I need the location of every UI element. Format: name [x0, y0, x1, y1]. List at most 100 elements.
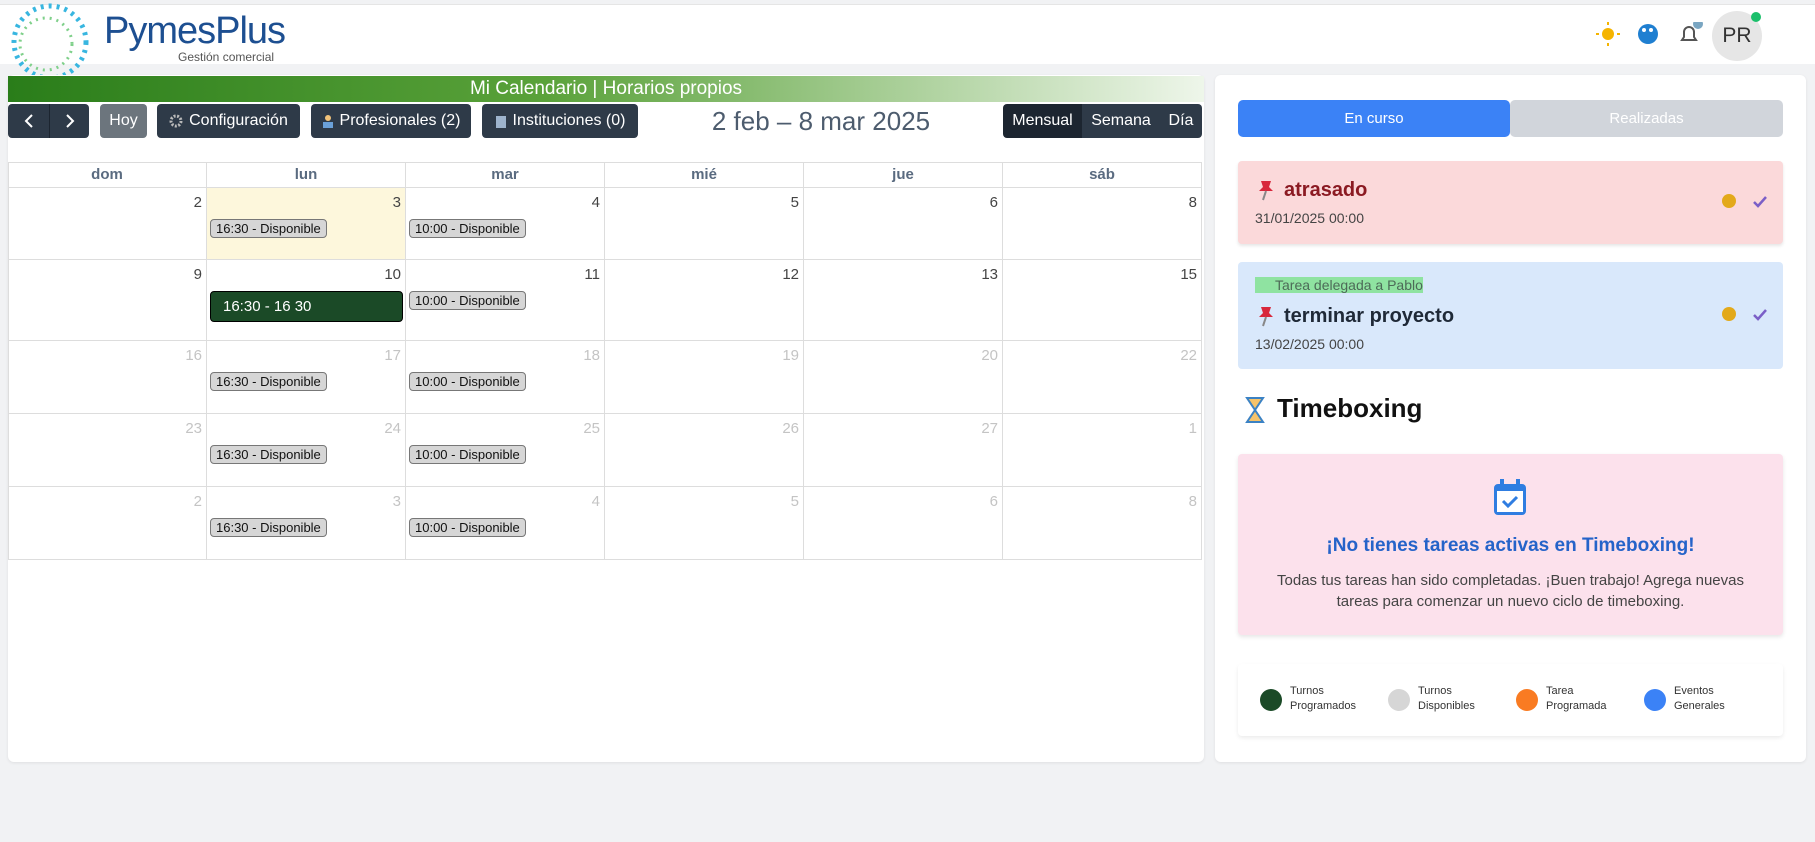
legend-label: Turnos Programados [1290, 685, 1357, 712]
day-number: 15 [1180, 266, 1197, 283]
day-cell: 12 [605, 260, 804, 341]
event[interactable]: 16:30 - Disponible [210, 518, 327, 537]
day-number: 24 [384, 420, 401, 437]
institutions-button[interactable]: Instituciones (0) [482, 104, 638, 138]
day-cell: 9 [8, 260, 207, 341]
legend-label: Turnos Disponibles [1418, 685, 1475, 712]
date-range: 2 feb – 8 mar 2025 [711, 106, 931, 136]
brand: PymesPlus [104, 10, 286, 52]
day-number: 3 [392, 493, 401, 510]
event[interactable]: 16:30 - Disponible [210, 445, 327, 464]
day-cell: 10 16:30 - 16 30 [207, 260, 406, 341]
weekday-header: jue [804, 162, 1003, 188]
day-number: 20 [981, 347, 998, 364]
day-cell: 3 16:30 - Disponible [207, 487, 406, 560]
legend-swatch [1260, 689, 1282, 711]
day-cell: 4 10:00 - Disponible [406, 487, 605, 560]
day-cell: 15 [1003, 260, 1202, 341]
day-cell: 8 [1003, 188, 1202, 260]
day-cell: 3 16:30 - Disponible [207, 188, 406, 260]
day-cell: 25 10:00 - Disponible [406, 414, 605, 487]
view-button[interactable]: Día [1160, 104, 1202, 138]
brand-subtitle: Gestión comercial [178, 50, 275, 64]
calendar-icon [1494, 479, 1526, 515]
today-button[interactable]: Hoy [100, 104, 147, 138]
day-number: 5 [790, 493, 799, 510]
event[interactable]: 16:30 - Disponible [210, 219, 327, 238]
legend-item: Tarea Programada [1516, 682, 1641, 718]
day-number: 10 [384, 266, 401, 283]
weekday-header: mar [406, 162, 605, 188]
tab-active[interactable]: En curso [1238, 100, 1510, 137]
day-cell: 20 [804, 341, 1003, 414]
day-number: 1 [1188, 420, 1197, 437]
settings-button[interactable]: Configuración [157, 104, 300, 138]
pin-icon [1259, 307, 1273, 327]
day-cell: 4 10:00 - Disponible [406, 188, 605, 260]
event[interactable]: 10:00 - Disponible [409, 291, 526, 310]
day-number: 9 [193, 266, 202, 283]
task-title: terminar proyecto [1284, 305, 1455, 327]
day-number: 6 [989, 194, 998, 211]
professionals-button[interactable]: Profesionales (2) [311, 104, 471, 138]
event[interactable]: 10:00 - Disponible [409, 219, 526, 238]
day-cell: 11 10:00 - Disponible [406, 260, 605, 341]
empty-title: ¡No tienes tareas activas en Timeboxing! [1326, 535, 1695, 556]
event[interactable]: 16:30 - 16 30 [210, 291, 403, 322]
day-number: 16 [185, 347, 202, 364]
day-cell: 6 [804, 188, 1003, 260]
task-date: 31/01/2025 00:00 [1255, 210, 1364, 226]
view-button[interactable]: Mensual [1003, 104, 1082, 138]
weekday-header: lun [207, 162, 406, 188]
day-cell: 24 16:30 - Disponible [207, 414, 406, 487]
day-cell: 13 [804, 260, 1003, 341]
day-cell: 19 [605, 341, 804, 414]
day-cell: 27 [804, 414, 1003, 487]
institutions-label: Instituciones (0) [512, 112, 626, 129]
day-number: 17 [384, 347, 401, 364]
task-actions[interactable] [1722, 193, 1772, 211]
weekday-header: dom [8, 162, 207, 188]
prev-button[interactable] [8, 104, 49, 138]
event[interactable]: 10:00 - Disponible [409, 518, 526, 537]
task-card[interactable]: atrasado 31/01/2025 00:00 [1238, 161, 1783, 244]
day-number: 2 [193, 493, 202, 510]
header-icons [1596, 22, 1703, 46]
empty-text: Todas tus tareas han sido completadas. ¡… [1277, 572, 1744, 610]
day-number: 6 [989, 493, 998, 510]
pin-icon [1259, 181, 1273, 201]
day-number: 5 [790, 194, 799, 211]
task-actions[interactable] [1722, 306, 1772, 324]
day-number: 3 [392, 194, 401, 211]
event[interactable]: 10:00 - Disponible [409, 372, 526, 391]
status-dot [1751, 12, 1761, 22]
day-cell: 23 [8, 414, 207, 487]
calendar-title: Mi Calendario | Horarios propios [8, 76, 1204, 102]
task-title: atrasado [1284, 179, 1368, 201]
next-button[interactable] [49, 104, 89, 138]
day-cell: 2 [8, 487, 207, 560]
event[interactable]: 16:30 - Disponible [210, 372, 327, 391]
task-delegated: Tarea delegada a Pablo [1255, 277, 1423, 293]
hourglass-icon [1245, 397, 1265, 423]
event[interactable]: 10:00 - Disponible [409, 445, 526, 464]
empty-card: ¡No tienes tareas activas en Timeboxing!… [1238, 454, 1783, 635]
day-number: 26 [782, 420, 799, 437]
day-cell: 5 [605, 188, 804, 260]
day-number: 19 [782, 347, 799, 364]
day-number: 23 [185, 420, 202, 437]
view-button[interactable]: Semana [1082, 104, 1160, 138]
legend-label: Tarea Programada [1546, 685, 1607, 712]
day-cell: 8 [1003, 487, 1202, 560]
logo [11, 3, 89, 81]
day-cell: 5 [605, 487, 804, 560]
grid-border [8, 162, 1202, 560]
legend-item: Turnos Programados [1260, 682, 1385, 718]
tab[interactable]: Realizadas [1510, 100, 1783, 137]
day-number: 11 [584, 266, 600, 283]
day-cell: 6 [804, 487, 1003, 560]
day-cell: 16 [8, 341, 207, 414]
day-number: 4 [591, 194, 600, 211]
task-card[interactable]: Tarea delegada a Pablo terminar proyecto… [1238, 262, 1783, 369]
day-number: 18 [583, 347, 600, 364]
